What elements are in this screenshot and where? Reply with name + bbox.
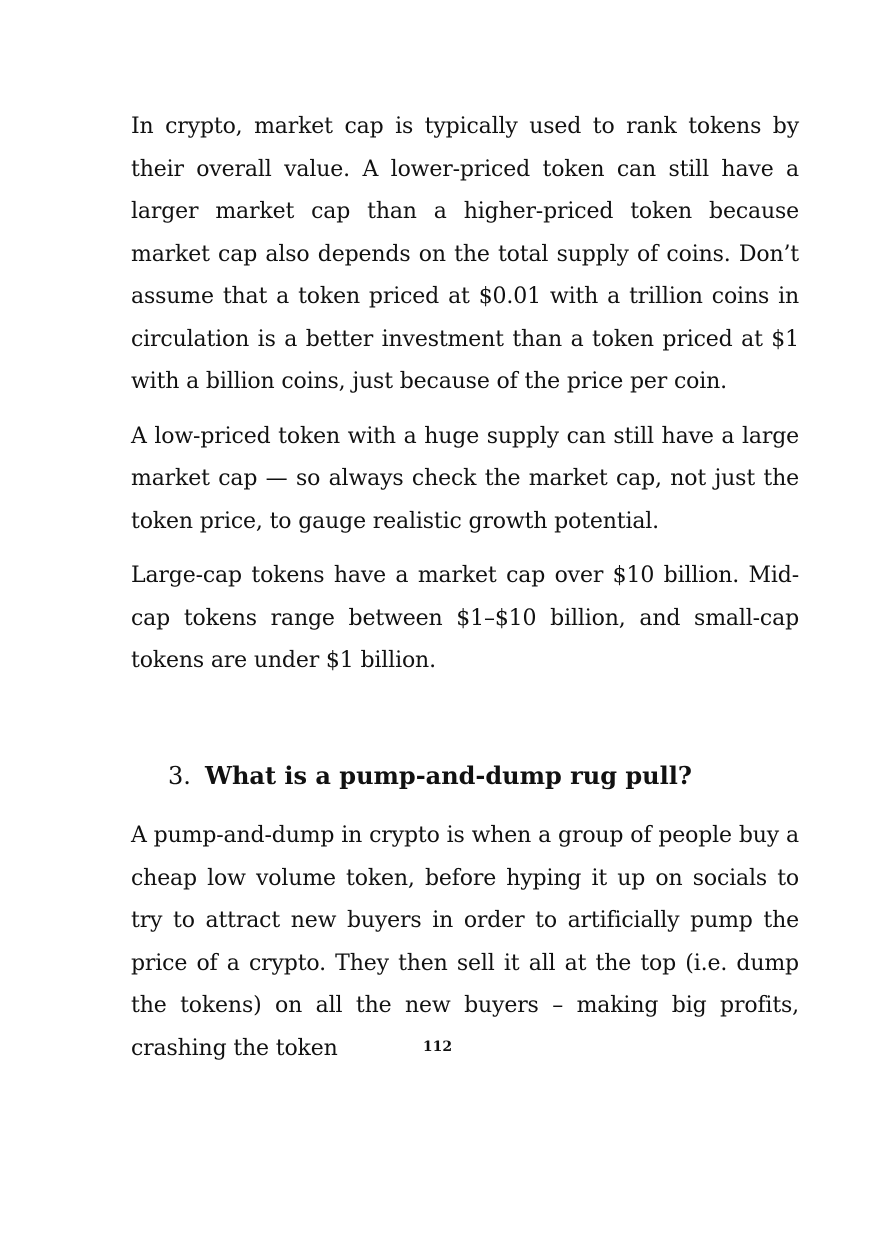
section-heading: 3. What is a pump-and-dump rug pull? bbox=[168, 757, 692, 795]
section-number: 3. bbox=[168, 762, 191, 790]
page-number: 112 bbox=[422, 1039, 453, 1055]
section-title: What is a pump-and-dump rug pull? bbox=[205, 761, 692, 790]
paragraph-pump-and-dump: A pump-and-dump in crypto is when a grou… bbox=[131, 823, 799, 1061]
paragraph-low-priced-token: A low-priced token with a huge supply ca… bbox=[131, 423, 799, 534]
paragraph-cap-categories: Large-cap tokens have a market cap over … bbox=[131, 563, 799, 673]
pump-and-dump-text-block: A pump-and-dump in crypto is when a grou… bbox=[131, 815, 799, 1070]
market-cap-text-block: In crypto, market cap is typically used … bbox=[131, 106, 799, 683]
paragraph-market-cap-ranking: In crypto, market cap is typically used … bbox=[131, 114, 799, 394]
